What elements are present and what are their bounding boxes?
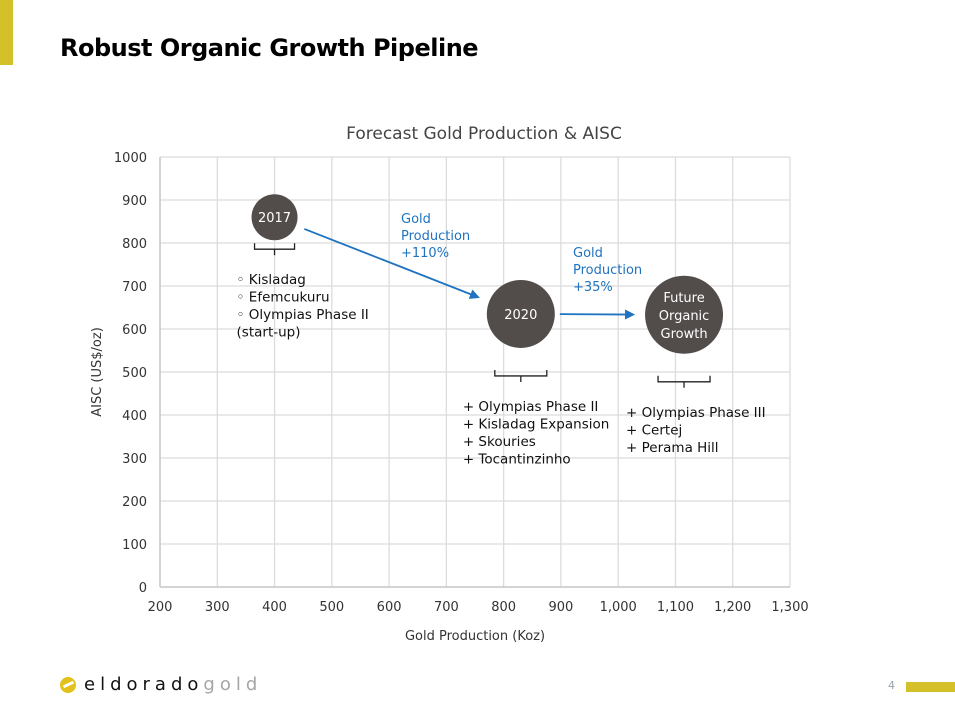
asset-list-item: + Skouries — [463, 434, 536, 450]
y-tick-label: 100 — [122, 538, 147, 553]
x-tick-label: 300 — [205, 600, 230, 615]
growth-annotation: Production — [573, 263, 642, 278]
y-tick-label: 400 — [122, 409, 147, 424]
x-tick-label: 1,300 — [771, 600, 808, 615]
growth-arrow-group: Gold Production +35% — [559, 246, 642, 320]
logo-text-dark: eldorado — [84, 674, 204, 695]
y-axis-label: AISC (US$/oz) — [90, 327, 105, 417]
arrows: Gold Production +110% Gold Production +35% — [304, 212, 642, 320]
eldorado-logo: eldoradogold — [60, 674, 262, 695]
y-tick-label: 300 — [122, 452, 147, 467]
slide-title: Robust Organic Growth Pipeline — [60, 34, 479, 62]
asset-list-item: + Certej — [626, 422, 682, 438]
x-tick-label: 1,000 — [600, 600, 637, 615]
growth-arrow-group: Gold Production +110% — [304, 212, 480, 299]
growth-annotation: Gold — [401, 212, 431, 227]
y-tick-label: 900 — [122, 194, 147, 209]
bubble-2020 — [486, 279, 555, 348]
x-tick-label: 200 — [148, 600, 173, 615]
chart-title: Forecast Gold Production & AISC — [346, 124, 622, 144]
bracket — [657, 375, 711, 388]
y-tick-label: 500 — [122, 366, 147, 381]
x-tick-label: 400 — [262, 600, 287, 615]
x-axis-label: Gold Production (Koz) — [405, 629, 545, 644]
points: 2017 ◦ Kisladag ◦ Efemcukuru◦ Olympias Pha… — [237, 194, 766, 467]
logo-text-light: gold — [203, 674, 263, 695]
y-tick-label: 600 — [122, 323, 147, 338]
eldorado-logo-icon — [60, 676, 76, 693]
bubble-label: 2020 — [504, 308, 537, 323]
x-tick-label: 700 — [434, 600, 459, 615]
asset-list-item: (start-up) — [237, 325, 301, 341]
asset-list-item: + Perama Hill — [626, 440, 719, 456]
page-number: 4 — [888, 679, 895, 692]
y-tick-label: 200 — [122, 495, 147, 510]
growth-arrow — [304, 228, 480, 299]
bubble-label: Future — [663, 291, 704, 306]
y-tick-label: 0 — [139, 581, 147, 596]
x-axis-ticks: 200 300 400 500 600 700 800 900 1,000 1,100 1,200 1… — [148, 600, 809, 615]
bubble-label: Growth — [661, 327, 708, 342]
accent-bar — [0, 0, 13, 65]
bottom-accent-bar — [906, 682, 955, 692]
asset-list-item: + Olympias Phase III — [626, 405, 766, 421]
x-tick-label: 1,200 — [714, 600, 751, 615]
bubble-group: 2017 ◦ Kisladag ◦ Efemcukuru◦ Olympias Pha… — [237, 194, 369, 341]
asset-list-item: + Kisladag Expansion — [463, 416, 609, 432]
x-tick-label: 800 — [491, 600, 516, 615]
bubble-future — [645, 275, 724, 354]
x-tick-label: 900 — [548, 600, 573, 615]
bubble-label: Organic — [659, 309, 710, 324]
asset-list-item: + Tocantinzinho — [463, 451, 571, 467]
bracket — [253, 243, 296, 256]
growth-annotation: Gold — [573, 246, 603, 261]
y-tick-label: 800 — [122, 237, 147, 252]
bubble-label: 2017 — [258, 211, 291, 226]
y-axis-ticks: 0 100 200 300 400 500 600 700 800 900 1000 — [114, 151, 147, 596]
bubble-2017 — [251, 194, 298, 241]
x-tick-label: 1,100 — [657, 600, 694, 615]
asset-list-item: ◦ Kisladag — [237, 272, 306, 288]
x-tick-label: 600 — [377, 600, 402, 615]
asset-list-item: ◦ Olympias Phase II — [237, 307, 369, 323]
growth-annotation: +35% — [573, 280, 613, 295]
growth-annotation: Production — [401, 229, 470, 244]
y-tick-label: 700 — [122, 280, 147, 295]
bubble-group: 2020 + Olympias Phase II+ Kisladag Expans… — [463, 279, 609, 467]
x-tick-label: 500 — [319, 600, 344, 615]
asset-list-item: ◦ Efemcukuru — [237, 290, 330, 306]
growth-annotation: +110% — [401, 246, 449, 261]
bracket — [494, 369, 548, 382]
y-tick-label: 1000 — [114, 151, 147, 166]
asset-list-item: + Olympias Phase II — [463, 399, 599, 415]
